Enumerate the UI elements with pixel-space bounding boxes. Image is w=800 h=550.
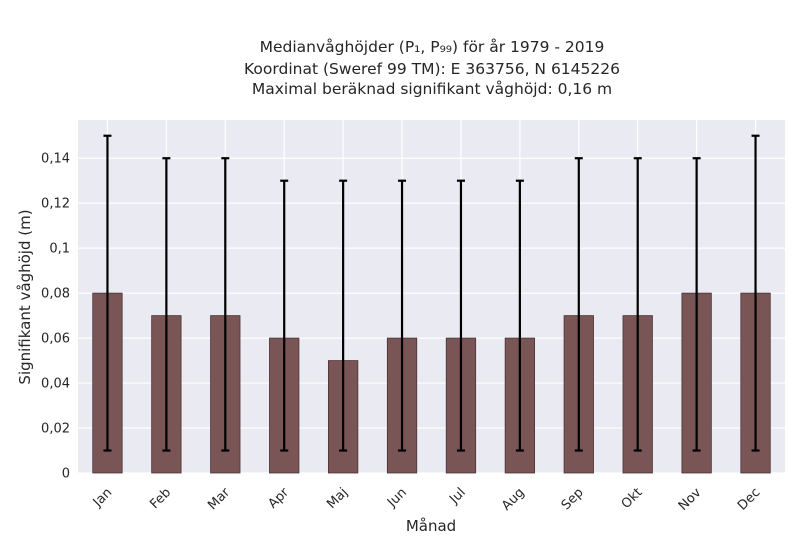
x-tick-label-jul: Jul	[446, 485, 468, 507]
chart-title-line-2: Koordinat (Sweref 99 TM): E 363756, N 61…	[244, 60, 620, 78]
x-tick-label-nov: Nov	[676, 485, 705, 514]
y-tick-label: 0,06	[41, 332, 70, 347]
error-bar-jul	[456, 179, 465, 452]
y-tick-label: 0,02	[41, 422, 70, 437]
error-bar-maj	[339, 179, 348, 452]
plot-area	[78, 120, 785, 473]
x-tick-label-mar: Mar	[205, 485, 233, 513]
y-tick-label: 0,14	[41, 152, 70, 167]
y-tick-label: 0,04	[41, 377, 70, 392]
x-tick-label-okt: Okt	[619, 485, 646, 512]
error-bar-dec	[751, 134, 760, 452]
error-bars	[103, 134, 760, 452]
chart-title-line-1: Medianvåghöjder (P₁, P₉₉) för år 1979 - …	[260, 38, 605, 56]
error-bar-apr	[280, 179, 289, 452]
x-axis-label: Månad	[406, 517, 456, 535]
error-bar-nov	[692, 157, 701, 452]
x-tick-label-sep: Sep	[559, 485, 587, 513]
y-tick-label: 0,12	[41, 197, 70, 212]
y-tick-label: 0	[62, 467, 70, 482]
x-tick-label-apr: Apr	[266, 485, 293, 512]
error-bar-mar	[221, 157, 230, 452]
chart-title: Medianvåghöjder (P₁, P₉₉) för år 1979 - …	[244, 38, 620, 98]
y-axis-ticks: 0 0,02 0,04 0,06 0,08 0,1 0,12 0,14	[41, 152, 70, 482]
error-bar-jan	[103, 134, 112, 452]
y-axis-label: Signifikant våghöjd (m)	[16, 209, 34, 384]
y-tick-label: 0,1	[49, 242, 70, 257]
x-tick-label-dec: Dec	[735, 485, 763, 513]
x-axis-ticks: Jan Feb Mar Apr Maj Jun Jul Aug Sep Okt Nov Dec	[90, 485, 764, 514]
x-tick-label-maj: Maj	[324, 485, 351, 512]
x-tick-label-aug: Aug	[499, 485, 528, 514]
y-tick-label: 0,08	[41, 287, 70, 302]
error-bar-sep	[574, 157, 583, 452]
error-bar-aug	[515, 179, 524, 452]
x-tick-label-jan: Jan	[90, 485, 115, 510]
x-tick-label-jun: Jun	[384, 485, 410, 511]
x-tick-label-feb: Feb	[147, 485, 174, 512]
error-bar-okt	[633, 157, 642, 452]
error-bar-jun	[398, 179, 407, 452]
error-bar-feb	[162, 157, 171, 452]
chart-title-line-3: Maximal beräknad signifikant våghöjd: 0,…	[252, 80, 612, 98]
